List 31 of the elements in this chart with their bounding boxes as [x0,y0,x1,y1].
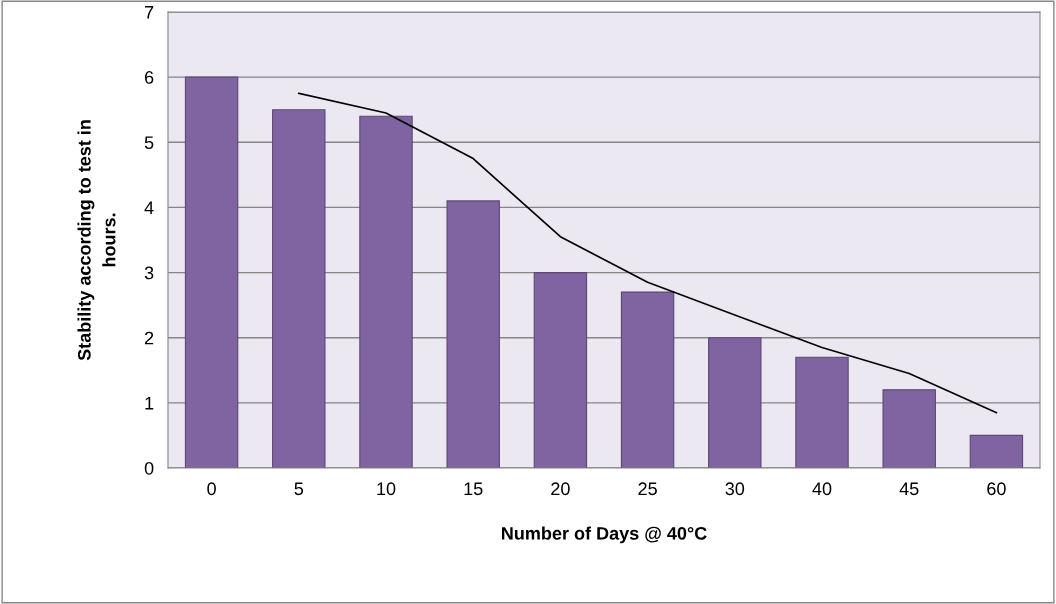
x-tick-label: 45 [899,482,919,496]
bar [795,356,849,468]
x-tick-label: 40 [812,482,832,496]
x-tick-label: 5 [294,482,304,496]
x-axis-title: Number of Days @ 40°C [501,526,707,544]
bar [184,76,239,468]
x-tick-label: 60 [987,482,1006,496]
y-axis-title: Stability according to test in hours. [77,120,116,361]
x-tick-label: 30 [725,482,745,496]
bar [359,115,413,468]
y-tick-label: 3 [144,266,154,280]
bar [446,200,500,468]
y-tick-label: 7 [145,6,154,19]
bar [533,272,588,468]
x-tick-label: 25 [638,482,657,496]
x-tick-label: 0 [207,482,216,496]
bar [969,434,1024,468]
bar [882,389,936,468]
y-tick-label: 6 [144,71,154,84]
y-tick-label: 1 [145,396,154,410]
x-tick-label: 10 [377,482,396,496]
x-tick-label: 20 [551,482,570,496]
bar [708,337,762,468]
line-series [297,92,998,414]
bar [620,291,675,468]
bar [272,109,326,468]
y-tick-label: 0 [144,461,154,475]
y-tick-label: 2 [144,331,154,345]
y-tick-label: 4 [144,201,154,214]
x-tick-label: 15 [464,482,483,496]
y-tick-label: 5 [144,136,154,150]
